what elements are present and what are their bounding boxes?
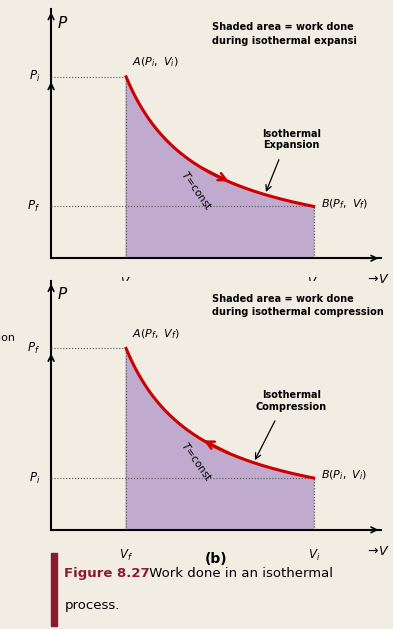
- Polygon shape: [126, 348, 314, 530]
- Text: process.: process.: [64, 599, 120, 612]
- Text: (b): (b): [205, 552, 228, 566]
- Polygon shape: [126, 77, 314, 259]
- Text: (a): (a): [205, 281, 227, 294]
- Text: $V_f$: $V_f$: [119, 548, 133, 563]
- Text: $A(P_f,\ V_f)$: $A(P_f,\ V_f)$: [132, 327, 180, 341]
- Text: $B(P_i,\ V_i)$: $B(P_i,\ V_i)$: [321, 469, 367, 482]
- Text: $T\!=\!\mathrm{const}$: $T\!=\!\mathrm{const}$: [179, 440, 215, 484]
- Text: $A(P_i,\ V_i)$: $A(P_i,\ V_i)$: [132, 55, 179, 69]
- Text: $T\!=\!\mathrm{const}$: $T\!=\!\mathrm{const}$: [179, 168, 215, 212]
- Text: $\rightarrow\!V$: $\rightarrow\!V$: [365, 274, 390, 286]
- Text: Shaded area = work done
during isothermal expansi: Shaded area = work done during isotherma…: [212, 23, 357, 45]
- Text: $P$: $P$: [57, 14, 68, 31]
- Text: Figure 8.27: Figure 8.27: [64, 567, 150, 580]
- Text: ion: ion: [0, 333, 15, 343]
- Bar: [51, 553, 57, 626]
- Text: $P_i$: $P_i$: [29, 69, 40, 84]
- Text: Isothermal
Compression: Isothermal Compression: [255, 390, 327, 411]
- Text: $B(P_f,\ V_f)$: $B(P_f,\ V_f)$: [321, 197, 368, 211]
- Text: $P_f$: $P_f$: [27, 199, 40, 214]
- Text: $P_f$: $P_f$: [27, 341, 40, 356]
- Text: $V_f$: $V_f$: [307, 276, 321, 291]
- Text: Isothermal
Expansion: Isothermal Expansion: [262, 129, 321, 150]
- Text: $V_i$: $V_i$: [120, 276, 132, 291]
- Text: $\rightarrow\!V$: $\rightarrow\!V$: [365, 545, 390, 558]
- Text: Shaded area = work done
during isothermal compression: Shaded area = work done during isotherma…: [212, 294, 384, 317]
- Text: $V_i$: $V_i$: [308, 548, 320, 563]
- Text: $P$: $P$: [57, 286, 68, 303]
- Text: $P_i$: $P_i$: [29, 470, 40, 486]
- Text: Work done in an isothermal: Work done in an isothermal: [145, 567, 333, 580]
